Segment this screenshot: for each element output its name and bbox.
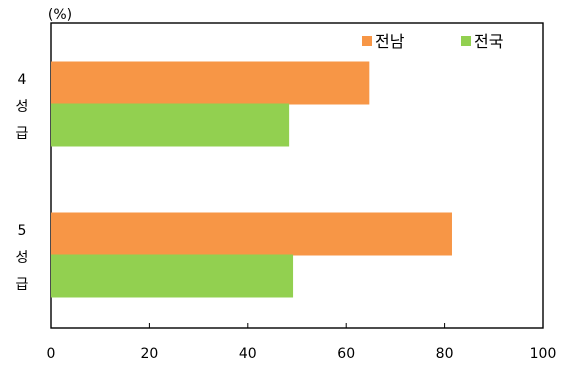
y-category-char: 급 bbox=[16, 277, 29, 293]
x-tick-label: 80 bbox=[436, 346, 454, 362]
x-tick-label: 40 bbox=[239, 346, 257, 362]
x-tick-label: 20 bbox=[140, 346, 158, 362]
bar-national-cat-1 bbox=[51, 254, 294, 298]
y-category-label: 5 성급 bbox=[16, 223, 29, 293]
x-tick-label: 60 bbox=[337, 346, 355, 362]
legend-swatch-national bbox=[461, 36, 471, 46]
y-category-char: 4 bbox=[18, 72, 27, 88]
x-tick-label: 100 bbox=[530, 346, 557, 362]
bars-layer bbox=[51, 61, 452, 298]
unit-label: (%) bbox=[48, 7, 72, 23]
y-category-label: 4 성급 bbox=[16, 72, 29, 142]
legend: 전남 전국 bbox=[362, 32, 503, 51]
x-tick-label: 0 bbox=[47, 346, 56, 362]
y-category-char: 성 bbox=[16, 99, 29, 115]
x-axis: 0 20 40 60 80 100 bbox=[47, 323, 557, 362]
legend-swatch-jeonnam bbox=[362, 36, 372, 46]
legend-item-jeonnam: 전남 bbox=[362, 32, 405, 51]
legend-label-jeonnam: 전남 bbox=[375, 32, 405, 51]
bar-jeonnam-cat-0 bbox=[51, 61, 370, 105]
legend-label-national: 전국 bbox=[474, 32, 503, 51]
legend-item-national: 전국 bbox=[461, 32, 503, 51]
bar-national-cat-0 bbox=[51, 103, 290, 147]
y-category-char: 5 bbox=[18, 223, 27, 239]
bar-jeonnam-cat-1 bbox=[51, 212, 452, 256]
y-category-char: 급 bbox=[16, 126, 29, 142]
y-category-char: 성 bbox=[16, 250, 29, 266]
